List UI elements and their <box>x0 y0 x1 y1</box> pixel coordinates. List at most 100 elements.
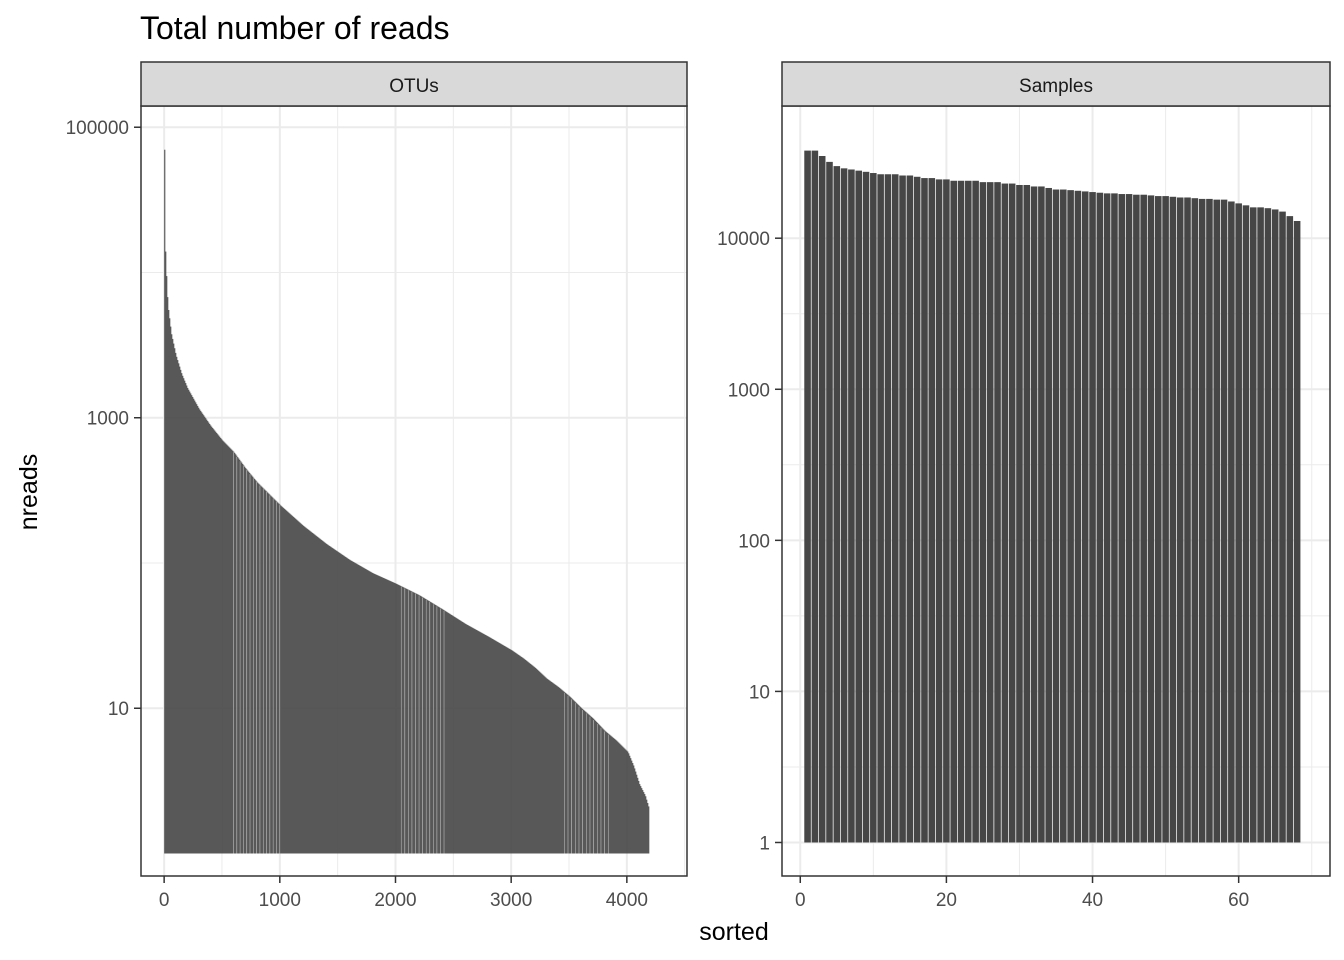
bar <box>298 521 300 854</box>
facet-strip-label: OTUs <box>389 76 439 97</box>
bar <box>646 799 648 854</box>
bar <box>362 567 364 854</box>
bar <box>225 443 227 854</box>
bar <box>627 751 629 854</box>
bar <box>418 594 420 854</box>
bar <box>237 457 239 854</box>
bar <box>622 746 624 854</box>
bar <box>513 651 515 854</box>
x-axis-title: sorted <box>699 918 768 946</box>
bar <box>1016 184 1023 843</box>
bar <box>1198 198 1206 843</box>
bar <box>644 794 646 854</box>
bar <box>211 426 213 854</box>
bar <box>577 704 579 854</box>
bar <box>1220 199 1228 843</box>
bar <box>541 673 543 854</box>
bar <box>580 707 582 854</box>
bar <box>227 445 229 854</box>
bar <box>189 391 191 854</box>
bar <box>170 326 172 854</box>
bar <box>636 774 638 854</box>
bar <box>455 617 457 854</box>
bar <box>1133 194 1140 843</box>
bar <box>516 653 518 854</box>
bar <box>213 429 215 854</box>
bar <box>1191 198 1199 843</box>
bar <box>216 432 218 854</box>
bar <box>184 380 186 854</box>
x-tick-label: 2000 <box>374 890 416 911</box>
bar <box>167 297 169 854</box>
bar <box>461 621 463 854</box>
bar <box>353 562 355 854</box>
bar <box>381 577 383 854</box>
bar <box>205 418 207 854</box>
bar <box>293 517 295 854</box>
bar <box>510 649 512 854</box>
bar <box>561 689 563 854</box>
bar <box>235 454 237 854</box>
bar <box>210 425 212 854</box>
bar <box>504 646 506 854</box>
facet-strip <box>140 61 688 107</box>
bar <box>899 175 906 843</box>
bar <box>526 660 528 854</box>
bar <box>341 554 343 854</box>
bar <box>833 166 841 843</box>
bar <box>195 402 197 854</box>
bar <box>1089 192 1096 843</box>
bar <box>323 541 325 854</box>
bar <box>326 543 328 854</box>
bar <box>183 378 185 854</box>
bar <box>399 585 401 854</box>
bar <box>180 369 182 854</box>
bar <box>382 577 384 854</box>
bar <box>378 575 380 854</box>
bar <box>520 656 522 854</box>
x-tick-label: 0 <box>159 890 170 911</box>
bar <box>1206 198 1213 843</box>
bar <box>434 604 436 854</box>
bar <box>626 750 628 854</box>
bar <box>550 681 552 854</box>
bar <box>376 574 378 854</box>
bar <box>194 400 196 854</box>
bar <box>380 576 382 854</box>
bar <box>555 684 557 854</box>
bar <box>220 437 222 854</box>
bar <box>449 613 451 854</box>
bar <box>263 488 265 854</box>
bar <box>333 548 335 854</box>
bar <box>316 536 318 854</box>
bar <box>543 675 545 854</box>
bar <box>217 434 219 854</box>
bar <box>523 658 525 854</box>
bar <box>435 605 437 854</box>
bar <box>1286 216 1294 843</box>
bar <box>240 461 242 854</box>
bar <box>601 727 603 854</box>
bar <box>542 674 544 854</box>
bar <box>495 640 497 854</box>
bar <box>472 627 474 854</box>
bar <box>252 476 254 854</box>
bar <box>166 276 168 854</box>
bar <box>512 650 514 854</box>
bar <box>229 447 231 854</box>
bar <box>309 530 311 854</box>
bar <box>547 679 549 854</box>
y-tick-label: 100000 <box>66 118 129 139</box>
bar <box>921 178 928 843</box>
bar <box>478 631 480 854</box>
bar <box>1249 207 1257 843</box>
bar <box>614 738 616 854</box>
bar <box>297 520 299 854</box>
bar <box>576 703 578 854</box>
bar <box>554 684 556 854</box>
bar <box>165 251 167 854</box>
bar <box>1060 189 1067 843</box>
bar <box>597 723 599 854</box>
bar <box>354 562 356 854</box>
bar <box>176 356 178 854</box>
